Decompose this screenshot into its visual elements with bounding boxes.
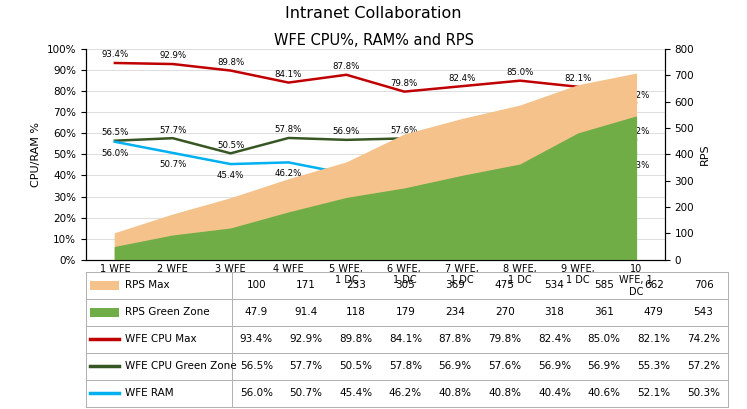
Text: RPS Green Zone: RPS Green Zone [125,308,209,317]
Text: 40.8%: 40.8% [332,181,360,190]
Text: 56.0%: 56.0% [240,389,273,398]
Text: 534: 534 [545,281,565,290]
Text: 369: 369 [445,281,465,290]
Text: 56.9%: 56.9% [438,362,471,371]
Y-axis label: CPU/RAM %: CPU/RAM % [31,122,41,187]
Text: 56.9%: 56.9% [333,127,360,136]
Text: 82.1%: 82.1% [637,335,670,344]
Y-axis label: RPS: RPS [700,144,710,165]
Text: 82.1%: 82.1% [564,74,592,83]
Text: 56.0%: 56.0% [101,148,128,157]
Text: WFE RAM: WFE RAM [125,389,173,398]
Text: 50.5%: 50.5% [339,362,372,371]
Text: 50.3%: 50.3% [687,389,720,398]
Text: 100: 100 [247,281,266,290]
Text: 45.4%: 45.4% [339,389,372,398]
Text: WFE CPU Max: WFE CPU Max [125,335,196,344]
Text: 57.7%: 57.7% [290,362,323,371]
Text: Intranet Collaboration: Intranet Collaboration [285,6,462,21]
Text: 361: 361 [594,308,614,317]
Text: 233: 233 [346,281,366,290]
Text: 93.4%: 93.4% [240,335,273,344]
Text: 305: 305 [396,281,415,290]
Text: 57.7%: 57.7% [159,126,187,135]
Text: 47.9: 47.9 [245,308,268,317]
Text: 82.4%: 82.4% [538,335,571,344]
Text: 40.8%: 40.8% [438,389,471,398]
Text: 234: 234 [445,308,465,317]
Text: 89.8%: 89.8% [339,335,372,344]
Text: 56.5%: 56.5% [240,362,273,371]
Text: 40.4%: 40.4% [448,182,476,191]
Text: WFE CPU%, RAM% and RPS: WFE CPU%, RAM% and RPS [273,33,474,48]
Text: 57.8%: 57.8% [275,126,303,135]
Text: 543: 543 [693,308,713,317]
Text: 46.2%: 46.2% [275,169,303,178]
Text: 40.8%: 40.8% [391,181,418,190]
Text: 56.9%: 56.9% [538,362,571,371]
Text: 56.9%: 56.9% [588,362,621,371]
Text: RPS Max: RPS Max [125,281,170,290]
Text: 56.5%: 56.5% [101,128,128,137]
Text: 706: 706 [694,281,713,290]
Text: 92.9%: 92.9% [159,52,186,61]
Text: 52.1%: 52.1% [564,157,592,166]
Text: 56.9%: 56.9% [449,127,476,136]
Text: 46.2%: 46.2% [389,389,422,398]
Text: 57.8%: 57.8% [389,362,422,371]
Text: 270: 270 [495,308,515,317]
Text: 585: 585 [594,281,614,290]
Text: 55.3%: 55.3% [564,131,592,140]
Text: 57.6%: 57.6% [391,126,418,135]
Text: 57.2%: 57.2% [687,362,720,371]
Text: 40.6%: 40.6% [588,389,621,398]
Text: 171: 171 [296,281,316,290]
Text: 50.3%: 50.3% [622,161,650,170]
Text: 45.4%: 45.4% [217,171,244,180]
Text: 85.0%: 85.0% [588,335,621,344]
Text: 79.8%: 79.8% [391,79,418,88]
Text: 40.4%: 40.4% [538,389,571,398]
Text: 475: 475 [495,281,515,290]
Text: 85.0%: 85.0% [506,68,534,77]
Text: 87.8%: 87.8% [332,62,360,71]
Text: 50.7%: 50.7% [159,160,187,169]
Text: WFE CPU Green Zone: WFE CPU Green Zone [125,362,236,371]
Text: 91.4: 91.4 [294,308,317,317]
Text: 87.8%: 87.8% [438,335,471,344]
Text: 84.1%: 84.1% [275,70,303,79]
Text: 179: 179 [395,308,415,317]
Text: 92.9%: 92.9% [290,335,323,344]
Text: 82.4%: 82.4% [448,74,476,83]
Text: 55.3%: 55.3% [637,362,670,371]
Text: 52.1%: 52.1% [637,389,670,398]
Text: 40.8%: 40.8% [489,389,521,398]
Text: 318: 318 [545,308,565,317]
Text: 79.8%: 79.8% [489,335,521,344]
Text: 93.4%: 93.4% [102,50,128,59]
Text: 89.8%: 89.8% [217,58,244,67]
Text: 40.6%: 40.6% [506,181,534,190]
Text: 118: 118 [346,308,366,317]
Text: 57.2%: 57.2% [622,127,650,136]
Text: 74.2%: 74.2% [622,91,650,100]
Text: 50.7%: 50.7% [290,389,323,398]
Text: 84.1%: 84.1% [389,335,422,344]
Text: 50.5%: 50.5% [217,141,244,150]
Text: 74.2%: 74.2% [687,335,720,344]
Text: 56.9%: 56.9% [506,127,533,136]
Text: 479: 479 [644,308,664,317]
Text: 57.6%: 57.6% [489,362,521,371]
Text: 662: 662 [644,281,664,290]
